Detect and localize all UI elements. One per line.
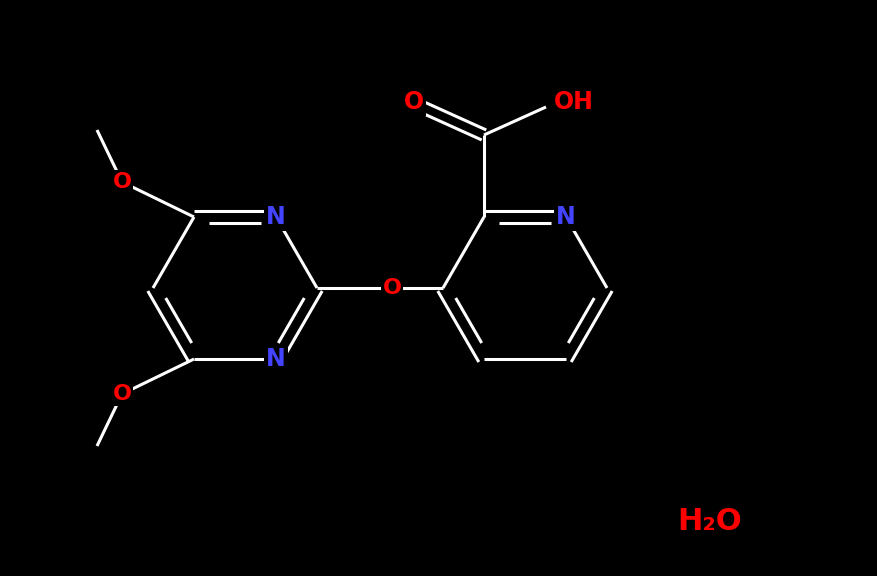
Text: H₂O: H₂O [677,506,741,536]
Text: N: N [555,205,575,229]
Text: O: O [382,278,401,298]
Text: N: N [266,347,286,371]
Text: O: O [403,90,424,114]
Text: N: N [266,205,286,229]
Text: O: O [112,384,132,404]
Text: OH: OH [553,90,593,114]
Text: O: O [112,172,132,192]
